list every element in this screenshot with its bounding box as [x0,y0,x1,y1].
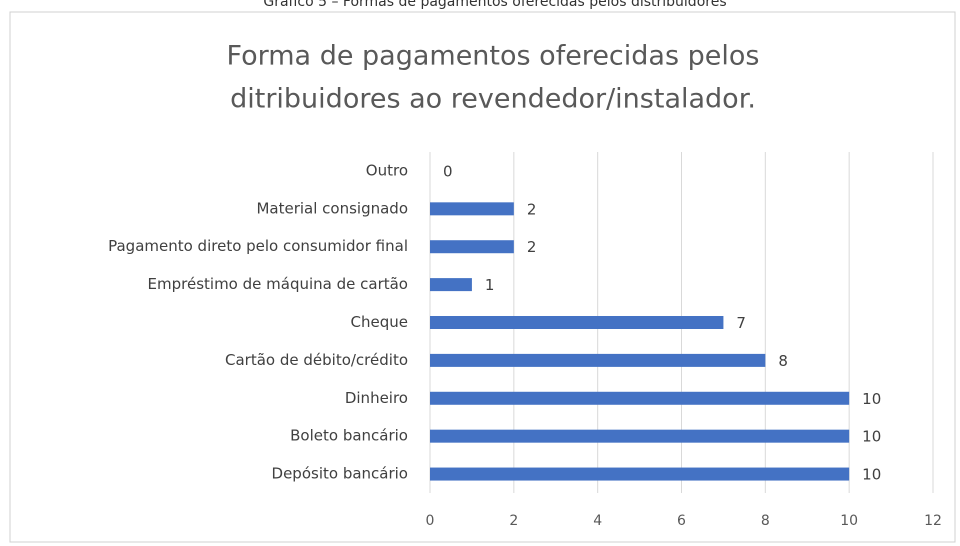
y-tick-label: Pagamento direto pelo consumidor final [108,237,408,255]
value-label: 10 [862,428,881,446]
bar [430,202,514,216]
bar [430,278,472,292]
chart-title: Forma de pagamentos oferecidas pelos [227,41,760,72]
y-tick-label: Boleto bancário [290,427,408,445]
y-tick-label: Material consignado [256,199,408,217]
value-label: 1 [485,276,495,294]
value-label: 10 [862,390,881,408]
value-label: 2 [527,200,537,218]
y-tick-label: Cheque [351,313,408,331]
bar [430,467,850,481]
x-tick-label: 10 [840,513,858,529]
x-tick-label: 4 [593,513,602,529]
value-label: 10 [862,466,881,484]
x-tick-label: 2 [509,513,518,529]
bar [430,316,724,329]
chart-frame [9,11,956,543]
value-label: 7 [736,314,746,332]
x-tick-label: 6 [677,513,686,529]
bar [430,240,514,254]
y-tick-label: Depósito bancário [272,465,408,483]
value-label: 0 [443,162,453,180]
value-label: 8 [778,352,788,370]
value-label: 2 [527,238,537,256]
bar [430,391,850,405]
caption: Gráfico 5 – Formas de pagamentos ofereci… [263,0,726,10]
x-tick-label: 8 [761,513,770,529]
x-tick-label: 12 [924,513,942,529]
y-tick-label: Cartão de débito/crédito [225,351,408,369]
chart-title: ditribuidores ao revendedor/instalador. [230,84,756,115]
bar [430,353,766,367]
bar [430,429,850,443]
x-tick-label: 0 [426,513,435,529]
y-tick-label: Dinheiro [345,389,408,407]
y-tick-label: Outro [366,161,408,179]
y-tick-label: Empréstimo de máquina de cartão [148,275,408,293]
